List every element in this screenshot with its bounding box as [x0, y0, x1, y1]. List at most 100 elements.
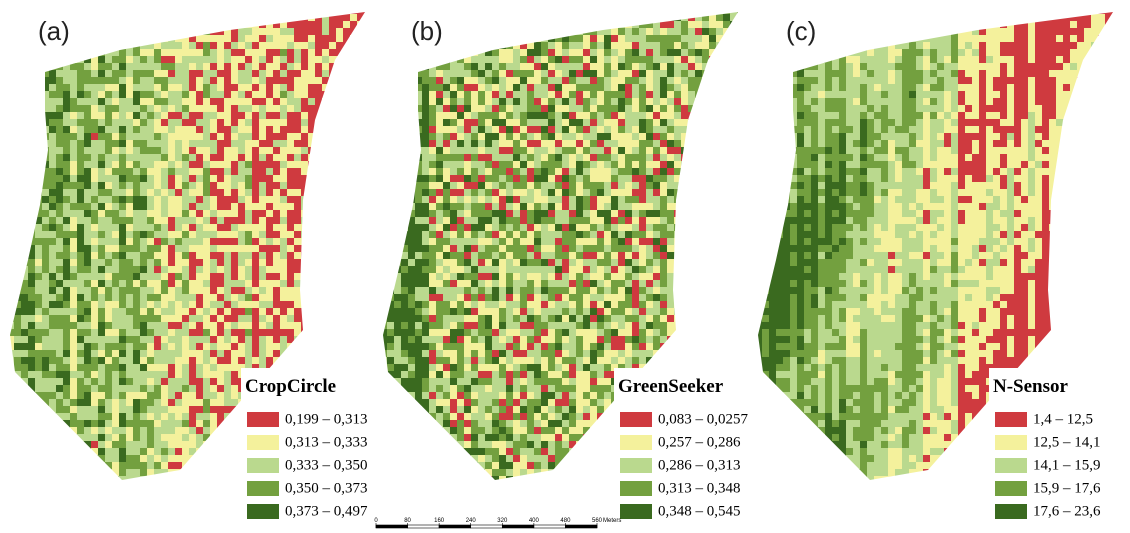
map-cell — [380, 49, 387, 56]
map-cell — [182, 175, 189, 182]
map-cell — [224, 371, 231, 378]
map-cell — [464, 84, 471, 91]
map-cell — [730, 119, 737, 126]
map-cell — [63, 266, 70, 273]
map-cell — [126, 399, 133, 406]
map-cell — [660, 0, 667, 7]
map-cell — [147, 7, 154, 14]
map-cell — [133, 336, 140, 343]
map-cell — [91, 14, 98, 21]
map-cell — [723, 63, 730, 70]
map-cell — [308, 56, 315, 63]
map-cell — [336, 287, 343, 294]
map-cell — [182, 91, 189, 98]
map-cell — [513, 49, 520, 56]
map-cell — [259, 224, 266, 231]
map-cell — [583, 140, 590, 147]
map-cell — [70, 154, 77, 161]
map-cell — [751, 119, 758, 126]
map-cell — [203, 322, 210, 329]
map-cell — [77, 441, 84, 448]
map-cell — [224, 427, 231, 434]
map-cell — [63, 245, 70, 252]
map-cell — [632, 105, 639, 112]
map-cell — [56, 329, 63, 336]
map-cell — [112, 406, 119, 413]
map-cell — [0, 371, 7, 378]
map-cell — [105, 434, 112, 441]
map-cell — [343, 91, 350, 98]
map-cell — [224, 336, 231, 343]
map-cell — [737, 0, 744, 7]
map-cell — [154, 336, 161, 343]
map-cell — [273, 84, 280, 91]
map-cell — [189, 343, 196, 350]
map-cell — [42, 434, 49, 441]
map-cell — [203, 371, 210, 378]
map-cell — [373, 35, 380, 42]
map-cell — [203, 49, 210, 56]
map-cell — [534, 119, 541, 126]
map-cell — [217, 427, 224, 434]
map-cell — [168, 238, 175, 245]
map-cell — [371, 70, 378, 77]
map-cell — [203, 483, 210, 490]
map-cell — [196, 14, 203, 21]
map-cell — [119, 14, 126, 21]
map-cell — [210, 357, 217, 364]
map-cell — [161, 56, 168, 63]
map-cell — [21, 266, 28, 273]
map-cell — [105, 14, 112, 21]
map-cell — [569, 126, 576, 133]
map-cell — [364, 252, 371, 259]
map-cell — [7, 469, 14, 476]
map-cell — [119, 280, 126, 287]
map-cell — [210, 175, 217, 182]
map-cell — [618, 70, 625, 77]
map-cell — [210, 434, 217, 441]
map-cell — [91, 483, 98, 490]
map-cell — [98, 140, 105, 147]
map-cell — [252, 98, 259, 105]
map-cell — [618, 105, 625, 112]
map-cell — [280, 273, 287, 280]
map-cell — [63, 133, 70, 140]
map-cell — [625, 42, 632, 49]
map-cell — [429, 126, 436, 133]
map-cell — [147, 462, 154, 469]
map-cell — [294, 259, 301, 266]
map-cell — [28, 273, 35, 280]
map-cell — [273, 112, 280, 119]
map-cell — [723, 56, 730, 63]
map-cell — [429, 98, 436, 105]
map-cell — [548, 133, 555, 140]
map-cell — [245, 231, 252, 238]
legend-swatch — [247, 435, 279, 450]
map-cell — [189, 280, 196, 287]
map-cell — [112, 70, 119, 77]
map-cell — [175, 224, 182, 231]
map-cell — [541, 119, 548, 126]
map-cell — [301, 140, 308, 147]
map-cell — [210, 56, 217, 63]
map-cell — [28, 399, 35, 406]
map-cell — [84, 168, 91, 175]
map-cell — [464, 56, 471, 63]
map-cell — [70, 77, 77, 84]
map-cell — [84, 133, 91, 140]
map-cell — [576, 49, 583, 56]
map-cell — [555, 119, 562, 126]
map-cell — [478, 0, 485, 7]
map-cell — [576, 119, 583, 126]
map-cell — [168, 476, 175, 483]
map-cell — [625, 119, 632, 126]
map-cell — [336, 56, 343, 63]
map-cell — [98, 315, 105, 322]
map-cell — [371, 196, 378, 203]
map-cell — [49, 126, 56, 133]
map-cell — [730, 133, 737, 140]
map-cell — [702, 84, 709, 91]
map-cell — [133, 70, 140, 77]
map-cell — [182, 476, 189, 483]
map-cell — [14, 434, 21, 441]
